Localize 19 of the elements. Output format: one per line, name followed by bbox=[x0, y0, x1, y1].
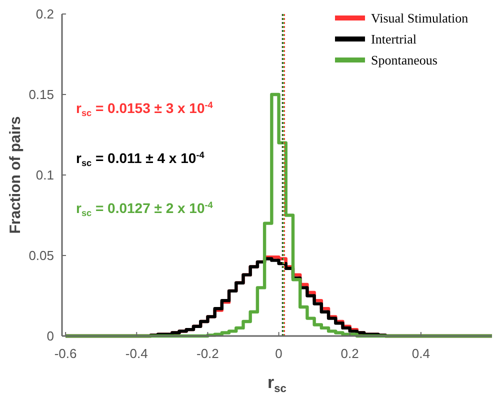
x-tick-label: -0.6 bbox=[54, 346, 77, 361]
annotation: r$_{sc}$ = 0.0127 ± 2 x 10$^{-4}$ bbox=[76, 200, 214, 218]
annotation: r$_{sc}$ = 0.011 ± 4 x 10$^{-4}$ bbox=[76, 150, 206, 168]
x-tick-label: -0.2 bbox=[196, 346, 219, 361]
y-tick-label: 0.05 bbox=[28, 248, 54, 264]
x-axis-title: r$_{sc}$ bbox=[268, 373, 286, 395]
legend-label: Spontaneous bbox=[371, 52, 438, 68]
y-tick-label: 0.2 bbox=[36, 6, 54, 22]
x-tick-label: 0 bbox=[275, 346, 282, 361]
y-tick-label: 0.1 bbox=[36, 168, 54, 183]
y-tick-label: 0 bbox=[46, 328, 54, 344]
legend-label: Visual Stimulation bbox=[371, 10, 469, 26]
y-tick-label: 0.15 bbox=[28, 87, 54, 102]
legend-label: Intertrial bbox=[371, 32, 417, 47]
x-tick-label: 0.4 bbox=[412, 346, 430, 361]
x-tick-label: -0.4 bbox=[125, 346, 148, 361]
y-axis-title: Fraction of pairs bbox=[7, 116, 24, 234]
annotation: r$_{sc}$ = 0.0153 ± 3 x 10$^{-4}$ bbox=[76, 100, 214, 118]
x-tick-label: 0.2 bbox=[340, 346, 359, 361]
